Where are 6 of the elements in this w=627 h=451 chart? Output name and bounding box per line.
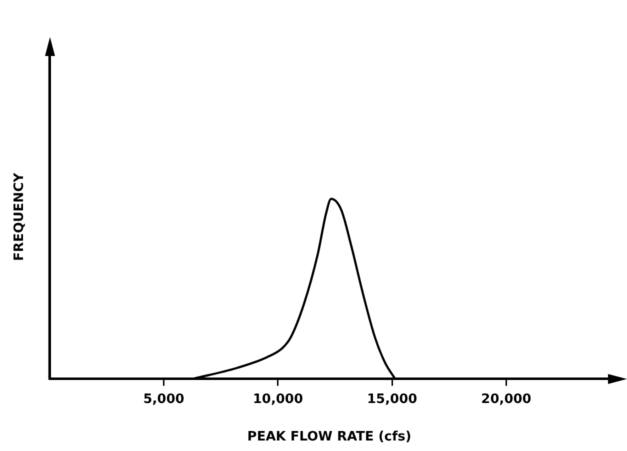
x-tick-label: 10,000: [252, 392, 304, 407]
y-axis-title: FREQUENCY: [12, 172, 28, 261]
x-axis-title: PEAK FLOW RATE (cfs): [247, 430, 412, 445]
x-tick-label: 5,000: [143, 392, 184, 407]
x-tick-label: 20,000: [481, 392, 532, 407]
x-tick-label: 15,000: [367, 392, 418, 407]
